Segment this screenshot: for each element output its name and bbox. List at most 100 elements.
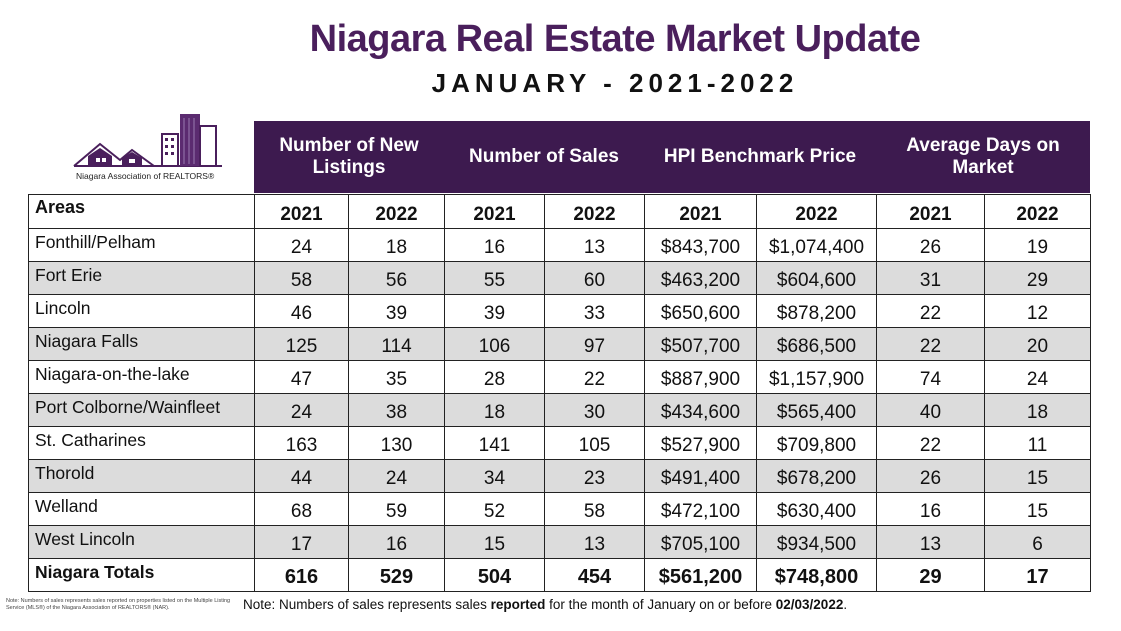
cell-hpi-2021: $463,200 [644, 261, 757, 295]
cell-hpi-2021: $434,600 [644, 393, 757, 427]
cell-listings-2021: 163 [254, 426, 349, 460]
cell-hpi-2022: $748,800 [756, 558, 877, 592]
area-name: Niagara-on-the-lake [28, 360, 255, 394]
year-header: 2022 [756, 194, 877, 229]
group-days-on-market: Average Days on Market [906, 135, 1060, 178]
area-name: Niagara Totals [28, 558, 255, 592]
cell-hpi-2021: $527,900 [644, 426, 757, 460]
table-row: Thorold 44 24 34 23 $491,400 $678,200 26 15 [28, 459, 1091, 493]
cell-hpi-2022: $1,074,400 [756, 228, 877, 262]
cell-listings-2022: 56 [348, 261, 445, 295]
cell-dom-2021: 31 [876, 261, 985, 295]
cell-hpi-2021: $705,100 [644, 525, 757, 559]
cell-hpi-2022: $878,200 [756, 294, 877, 328]
table-row: Port Colborne/Wainfleet 24 38 18 30 $434,600 $… [28, 393, 1091, 427]
cell-listings-2021: 68 [254, 492, 349, 526]
cell-listings-2021: 44 [254, 459, 349, 493]
table-row: Welland 68 59 52 58 $472,100 $630,400 16 15 [28, 492, 1091, 526]
table-row: Fonthill/Pelham 24 18 16 13 $843,700 $1,074,40… [28, 228, 1091, 262]
cell-hpi-2021: $650,600 [644, 294, 757, 328]
cell-dom-2021: 29 [876, 558, 985, 592]
logo: Niagara Association of REALTORS® [72, 108, 252, 188]
cell-listings-2021: 47 [254, 360, 349, 394]
cell-dom-2022: 6 [984, 525, 1091, 559]
cell-dom-2021: 40 [876, 393, 985, 427]
footnote-middle: for the month of January on or before [545, 597, 776, 612]
cell-dom-2021: 22 [876, 426, 985, 460]
cell-listings-2022: 35 [348, 360, 445, 394]
footnote-bold-date: 02/03/2022 [775, 597, 844, 612]
area-name: Fonthill/Pelham [28, 228, 255, 262]
area-name: St. Catharines [28, 426, 255, 460]
footnote-suffix: . [843, 597, 848, 612]
cell-dom-2021: 74 [876, 360, 985, 394]
table-row: Niagara-on-the-lake 47 35 28 22 $887,900 $1,15… [28, 360, 1091, 394]
cell-hpi-2022: $678,200 [756, 459, 877, 493]
cell-hpi-2022: $934,500 [756, 525, 877, 559]
cell-hpi-2022: $565,400 [756, 393, 877, 427]
cell-sales-2022: 23 [544, 459, 645, 493]
totals-row: Niagara Totals 616 529 504 454 $561,200 $748,8… [28, 558, 1091, 592]
cell-listings-2022: 39 [348, 294, 445, 328]
cell-listings-2022: 529 [348, 558, 445, 592]
areas-header: Areas [28, 194, 255, 229]
year-header-row: Areas 2021 2022 2021 2022 2021 2022 2021… [28, 194, 1091, 229]
cell-sales-2021: 34 [444, 459, 545, 493]
cell-sales-2022: 97 [544, 327, 645, 361]
cell-listings-2022: 130 [348, 426, 445, 460]
cell-sales-2021: 141 [444, 426, 545, 460]
cell-dom-2022: 12 [984, 294, 1091, 328]
cell-sales-2022: 13 [544, 228, 645, 262]
cell-listings-2021: 24 [254, 393, 349, 427]
cell-dom-2022: 19 [984, 228, 1091, 262]
cell-listings-2021: 125 [254, 327, 349, 361]
market-table: Areas 2021 2022 2021 2022 2021 2022 2021… [28, 194, 1091, 592]
cell-sales-2021: 16 [444, 228, 545, 262]
cell-dom-2022: 18 [984, 393, 1091, 427]
area-name: Niagara Falls [28, 327, 255, 361]
cell-sales-2022: 30 [544, 393, 645, 427]
cell-listings-2022: 59 [348, 492, 445, 526]
cell-listings-2022: 38 [348, 393, 445, 427]
cell-sales-2022: 105 [544, 426, 645, 460]
footnote: Note: Numbers of sales represents sales … [243, 597, 847, 612]
area-name: Lincoln [28, 294, 255, 328]
cell-sales-2021: 18 [444, 393, 545, 427]
cell-listings-2021: 24 [254, 228, 349, 262]
cell-hpi-2021: $507,700 [644, 327, 757, 361]
page-title: Niagara Real Estate Market Update [309, 18, 921, 60]
year-header: 2021 [254, 194, 349, 229]
year-header: 2022 [544, 194, 645, 229]
cell-sales-2021: 52 [444, 492, 545, 526]
cell-hpi-2021: $843,700 [644, 228, 757, 262]
cell-listings-2022: 16 [348, 525, 445, 559]
cell-sales-2021: 39 [444, 294, 545, 328]
cell-dom-2021: 26 [876, 459, 985, 493]
cell-listings-2022: 114 [348, 327, 445, 361]
cell-sales-2022: 22 [544, 360, 645, 394]
area-name: Port Colborne/Wainfleet [28, 393, 255, 427]
cell-dom-2021: 16 [876, 492, 985, 526]
cell-hpi-2021: $491,400 [644, 459, 757, 493]
area-name: Thorold [28, 459, 255, 493]
cell-sales-2021: 106 [444, 327, 545, 361]
table-row: Niagara Falls 125 114 106 97 $507,700 $686,500… [28, 327, 1091, 361]
cell-sales-2021: 28 [444, 360, 545, 394]
year-header: 2022 [984, 194, 1091, 229]
cell-hpi-2022: $686,500 [756, 327, 877, 361]
cell-dom-2022: 24 [984, 360, 1091, 394]
year-header: 2021 [444, 194, 545, 229]
cell-sales-2021: 55 [444, 261, 545, 295]
cell-dom-2021: 22 [876, 294, 985, 328]
logo-houses-icon [73, 114, 222, 167]
cell-hpi-2021: $887,900 [644, 360, 757, 394]
cell-listings-2022: 24 [348, 459, 445, 493]
cell-dom-2022: 15 [984, 459, 1091, 493]
cell-hpi-2022: $630,400 [756, 492, 877, 526]
page-subtitle: JANUARY - 2021-2022 [431, 68, 799, 98]
cell-listings-2022: 18 [348, 228, 445, 262]
cell-hpi-2022: $604,600 [756, 261, 877, 295]
area-name: West Lincoln [28, 525, 255, 559]
year-header: 2022 [348, 194, 445, 229]
year-header: 2021 [876, 194, 985, 229]
